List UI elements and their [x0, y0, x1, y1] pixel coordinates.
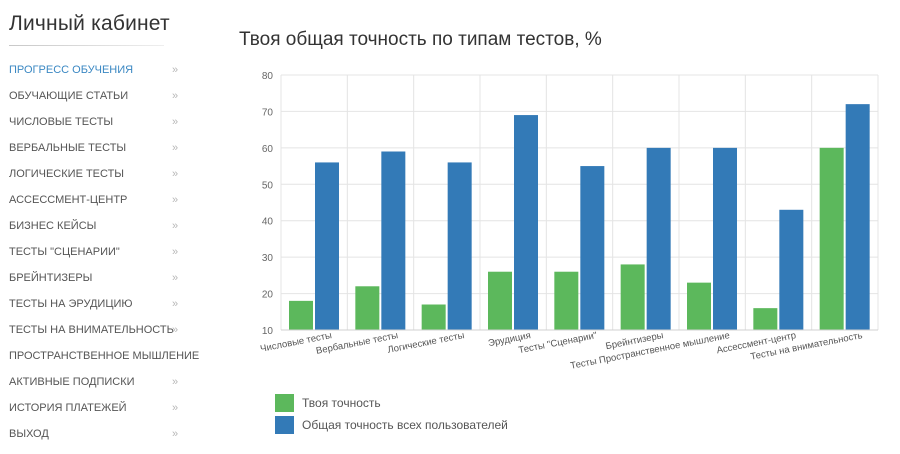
bar-user	[488, 271, 512, 330]
bar-all	[779, 209, 804, 330]
sidebar-item-5[interactable]: АССЕССМЕНТ-ЦЕНТР »	[0, 187, 190, 213]
y-tick-label: 30	[262, 253, 274, 264]
sidebar-item-label: АКТИВНЫЕ ПОДПИСКИ	[9, 376, 135, 388]
sidebar-divider	[9, 45, 164, 46]
chevron-right-icon: »	[172, 90, 179, 102]
chevron-right-icon: »	[172, 298, 179, 310]
legend-item-user[interactable]: Твоя точность	[275, 394, 508, 416]
chevron-right-icon: »	[172, 376, 179, 388]
bar-user	[421, 304, 446, 330]
x-tick-label: Логические тесты	[387, 330, 466, 356]
y-tick-label: 60	[262, 144, 274, 155]
sidebar-item-label: ВЫХОД	[9, 428, 49, 440]
bar-all	[713, 147, 737, 330]
chevron-right-icon: »	[172, 168, 179, 180]
sidebar-menu: ПРОГРЕСС ОБУЧЕНИЯ» ОБУЧАЮЩИЕ СТАТЬИ» ЧИСЛО…	[0, 57, 199, 447]
sidebar-item-label: ТЕСТЫ "СЦЕНАРИИ"	[9, 246, 120, 258]
sidebar-item-label: ЛОГИЧЕСКИЕ ТЕСТЫ	[9, 168, 125, 180]
page-title: Твоя общая точность по типам тестов, %	[239, 29, 602, 50]
chevron-right-icon: »	[172, 246, 179, 258]
bar-all	[646, 147, 671, 330]
chevron-right-icon: »	[172, 428, 179, 440]
legend-label-user: Твоя точность	[302, 396, 381, 410]
legend-item-all[interactable]: Общая точность всех пользователей	[275, 416, 508, 438]
sidebar-item-7[interactable]: ТЕСТЫ "СЦЕНАРИИ" »	[0, 239, 190, 265]
chevron-right-icon: »	[172, 402, 179, 414]
chevron-right-icon: »	[172, 116, 179, 128]
accuracy-chart: 80 70 60 50 40 30 20 10 Числовые тесты Вербальные…	[230, 62, 890, 402]
bar-user	[355, 286, 380, 330]
chevron-right-icon: »	[172, 220, 179, 232]
bar-all	[447, 162, 472, 330]
bar-user	[753, 308, 778, 330]
y-tick-label: 10	[262, 326, 274, 337]
chart-legend: Твоя точность Общая точность всех пользо…	[275, 394, 508, 438]
sidebar-item-12[interactable]: АКТИВНЫЕ ПОДПИСКИ »	[0, 369, 190, 395]
sidebar-item-13[interactable]: ИСТОРИЯ ПЛАТЕЖЕЙ »	[0, 395, 190, 421]
bar-user	[554, 271, 579, 330]
bar-all	[580, 166, 605, 330]
sidebar-title: Личный кабинет	[9, 12, 170, 35]
chevron-right-icon: »	[172, 272, 179, 284]
sidebar-item-2[interactable]: ЧИСЛОВЫЕ ТЕСТЫ »	[0, 109, 190, 135]
sidebar-item-label: ТЕСТЫ НА ВНИМАТЕЛЬНОСТЬ	[9, 324, 174, 336]
bar-all	[845, 104, 870, 330]
sidebar-item-11[interactable]: ПРОСТРАНСТВЕННОЕ МЫШЛЕНИЕ	[0, 343, 199, 369]
legend-swatch-all	[275, 416, 294, 434]
sidebar: Личный кабинет ПРОГРЕСС ОБУЧЕНИЯ» ОБУЧАЮЩ…	[0, 0, 199, 454]
sidebar-item-label: БИЗНЕС КЕЙСЫ	[9, 220, 97, 232]
sidebar-item-0[interactable]: ПРОГРЕСС ОБУЧЕНИЯ »	[0, 57, 190, 83]
bar-user	[289, 300, 313, 330]
bar-user	[687, 282, 711, 330]
chevron-right-icon: »	[172, 64, 179, 76]
sidebar-item-label: БРЕЙНТИЗЕРЫ	[9, 272, 93, 284]
bar-all	[514, 115, 538, 330]
sidebar-item-14[interactable]: ВЫХОД »	[0, 421, 190, 447]
y-tick-label: 80	[262, 71, 274, 82]
sidebar-item-label: ИСТОРИЯ ПЛАТЕЖЕЙ	[9, 402, 127, 414]
y-tick-label: 70	[262, 107, 274, 118]
sidebar-item-label: ВЕРБАЛЬНЫЕ ТЕСТЫ	[9, 142, 127, 154]
y-tick-label: 50	[262, 180, 274, 191]
sidebar-item-label: ЧИСЛОВЫЕ ТЕСТЫ	[9, 116, 114, 128]
chevron-right-icon: »	[172, 194, 179, 206]
sidebar-item-4[interactable]: ЛОГИЧЕСКИЕ ТЕСТЫ »	[0, 161, 190, 187]
y-tick-label: 40	[262, 217, 274, 228]
legend-label-all: Общая точность всех пользователей	[302, 418, 508, 432]
sidebar-item-label: ОБУЧАЮЩИЕ СТАТЬИ	[9, 90, 129, 102]
legend-swatch-user	[275, 394, 294, 412]
chevron-right-icon: »	[172, 142, 179, 154]
bar-all	[315, 162, 339, 330]
sidebar-item-8[interactable]: БРЕЙНТИЗЕРЫ »	[0, 265, 190, 291]
bar-user	[620, 264, 645, 330]
sidebar-item-label: ПРОГРЕСС ОБУЧЕНИЯ	[9, 64, 134, 76]
y-tick-label: 20	[262, 290, 274, 301]
chevron-right-icon: »	[172, 324, 179, 336]
sidebar-item-label: ПРОСТРАНСТВЕННОЕ МЫШЛЕНИЕ	[9, 350, 200, 362]
sidebar-item-1[interactable]: ОБУЧАЮЩИЕ СТАТЬИ »	[0, 83, 190, 109]
bar-all	[381, 151, 406, 330]
bar-user	[819, 147, 844, 330]
sidebar-item-6[interactable]: БИЗНЕС КЕЙСЫ »	[0, 213, 190, 239]
sidebar-item-10[interactable]: ТЕСТЫ НА ВНИМАТЕЛЬНОСТЬ»	[0, 317, 190, 343]
sidebar-item-3[interactable]: ВЕРБАЛЬНЫЕ ТЕСТЫ »	[0, 135, 190, 161]
sidebar-item-label: ТЕСТЫ НА ЭРУДИЦИЮ	[9, 298, 133, 310]
sidebar-item-9[interactable]: ТЕСТЫ НА ЭРУДИЦИЮ »	[0, 291, 190, 317]
sidebar-item-label: АССЕССМЕНТ-ЦЕНТР	[9, 194, 128, 206]
